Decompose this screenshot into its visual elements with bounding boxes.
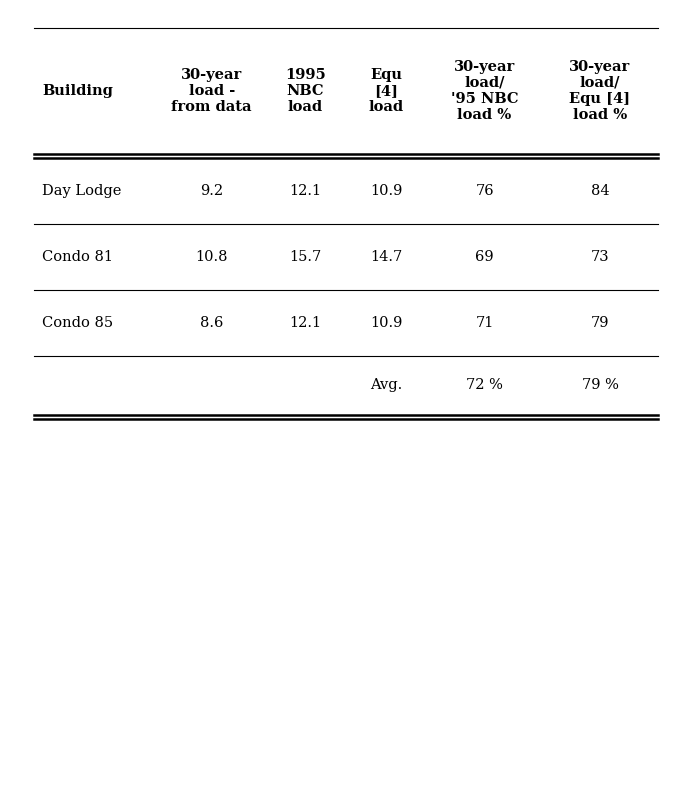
Text: 69: 69 bbox=[475, 250, 494, 264]
Text: Condo 85: Condo 85 bbox=[42, 316, 113, 330]
Text: 30-year
load -
from data: 30-year load - from data bbox=[172, 68, 252, 114]
Text: 10.9: 10.9 bbox=[370, 183, 403, 198]
Text: 73: 73 bbox=[591, 250, 610, 264]
Text: 30-year
load/
Equ [4]
load %: 30-year load/ Equ [4] load % bbox=[570, 60, 631, 122]
Text: 71: 71 bbox=[475, 316, 494, 330]
Text: 14.7: 14.7 bbox=[370, 250, 403, 264]
Text: 10.8: 10.8 bbox=[195, 250, 228, 264]
Text: Condo 81: Condo 81 bbox=[42, 250, 113, 264]
Text: 15.7: 15.7 bbox=[289, 250, 321, 264]
Text: 76: 76 bbox=[475, 183, 494, 198]
Text: Day Lodge: Day Lodge bbox=[42, 183, 121, 198]
Text: 30-year
load/
'95 NBC
load %: 30-year load/ '95 NBC load % bbox=[451, 60, 518, 122]
Text: 79 %: 79 % bbox=[582, 378, 618, 393]
Text: 8.6: 8.6 bbox=[200, 316, 223, 330]
Text: 79: 79 bbox=[591, 316, 610, 330]
Text: 1995
NBC
load: 1995 NBC load bbox=[285, 68, 325, 114]
Text: 12.1: 12.1 bbox=[290, 316, 321, 330]
Text: 12.1: 12.1 bbox=[290, 183, 321, 198]
Text: Building: Building bbox=[42, 84, 113, 98]
Text: 84: 84 bbox=[591, 183, 610, 198]
Text: Equ
[4]
load: Equ [4] load bbox=[369, 68, 404, 114]
Text: 72 %: 72 % bbox=[466, 378, 503, 393]
Text: Avg.: Avg. bbox=[370, 378, 403, 393]
Text: 9.2: 9.2 bbox=[200, 183, 223, 198]
Text: 10.9: 10.9 bbox=[370, 316, 403, 330]
